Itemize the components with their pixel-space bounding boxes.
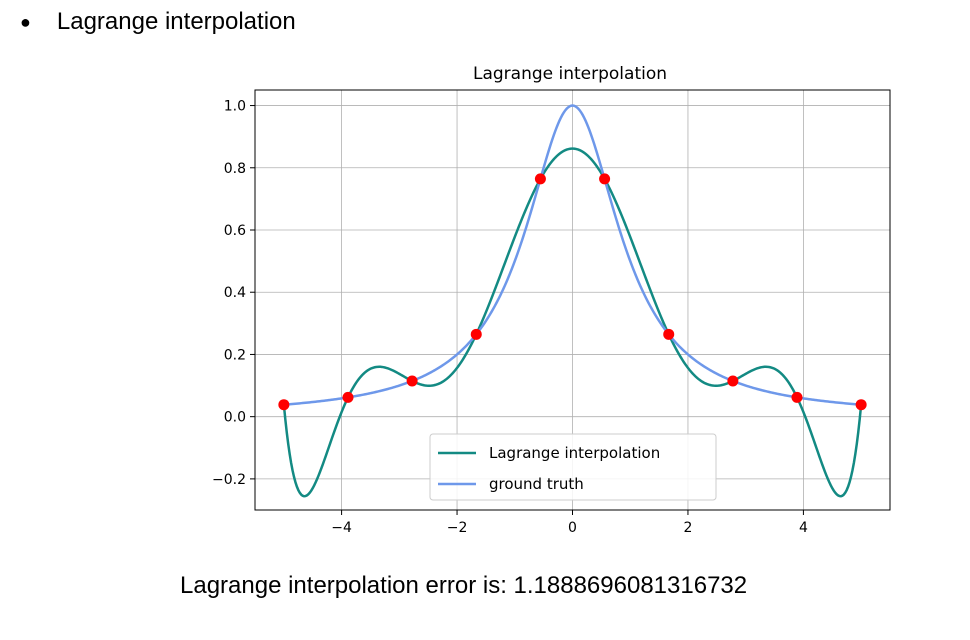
series-line-ground-truth <box>283 104 862 406</box>
y-tick-label: 0.8 <box>224 161 246 177</box>
node-point <box>663 328 675 340</box>
x-tick-label: 0 <box>568 520 577 536</box>
x-tick-label: −4 <box>331 520 352 536</box>
node-point <box>727 375 739 387</box>
x-tick-label: −2 <box>447 520 468 536</box>
node-point <box>855 399 867 411</box>
node-point <box>534 173 546 185</box>
node-point <box>278 399 290 411</box>
section-heading: Lagrange interpolation <box>56 8 296 35</box>
y-tick-label: 0.4 <box>224 285 246 301</box>
chart-ticks: −4 −2 0 2 4 −0.2 0.0 0.2 0.4 0.6 0.8 1.0 <box>212 99 808 536</box>
node-point <box>791 391 803 403</box>
node-point <box>470 328 482 340</box>
legend-label-lagrange: Lagrange interpolation <box>489 444 660 462</box>
y-tick-label: 0.6 <box>224 223 246 239</box>
node-point <box>342 391 354 403</box>
y-tick-label: 1.0 <box>224 99 246 115</box>
x-tick-label: 4 <box>799 520 808 536</box>
chart-lines <box>282 104 863 498</box>
y-tick-label: −0.2 <box>212 472 246 488</box>
error-result-text: Lagrange interpolation error is: 1.18886… <box>180 572 748 599</box>
series-line-lagrange <box>282 147 863 498</box>
legend-label-ground-truth: ground truth <box>489 475 584 493</box>
legend-box <box>429 433 717 501</box>
chart: Lagrange interpolation −4 −2 0 2 4 −0.2 0.0 0.2… <box>212 64 891 536</box>
chart-points <box>278 173 867 411</box>
x-tick-label: 2 <box>683 520 692 536</box>
y-tick-label: 0.2 <box>224 347 246 363</box>
y-tick-label: 0.0 <box>224 410 246 426</box>
bullet-item: ● Lagrange interpolation <box>20 8 296 36</box>
node-point <box>599 173 611 185</box>
chart-title: Lagrange interpolation <box>473 64 667 84</box>
bullet-icon: ● <box>20 12 31 32</box>
legend: Lagrange interpolation ground truth <box>429 433 717 501</box>
node-point <box>406 375 418 387</box>
